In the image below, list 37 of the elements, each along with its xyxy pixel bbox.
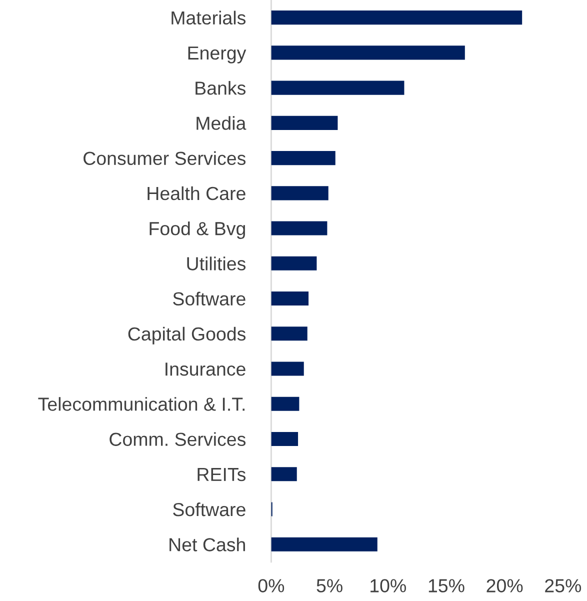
y-tick-label: Food & Bvg [150, 221, 245, 239]
bar [271, 10, 522, 25]
y-tick-label: Net Cash [170, 538, 245, 552]
y-tick-label: Banks [196, 81, 246, 95]
x-tick-label: 25% [545, 579, 582, 592]
bar [271, 362, 304, 376]
y-tick-label: Health Care [148, 186, 246, 200]
y-tick-label: Utilities [187, 256, 246, 270]
bar [271, 80, 404, 95]
y-tick-label: Consumer Services [84, 151, 246, 166]
bar [271, 537, 378, 552]
y-tick-label: REITs [198, 468, 246, 482]
bar [271, 292, 309, 306]
bar [271, 432, 298, 446]
y-tick-label: Capital Goods [128, 326, 246, 344]
y-tick-label: Materials [172, 10, 246, 25]
x-tick-label: 15% [428, 579, 464, 592]
bar [271, 151, 336, 166]
y-tick-label: Energy [188, 46, 246, 64]
bar [271, 326, 308, 341]
x-tick-label: 0% [258, 579, 284, 592]
y-tick-label: Insurance [166, 362, 246, 376]
bar [271, 46, 465, 60]
bar [271, 467, 297, 482]
bar [271, 221, 328, 236]
y-tick-label: Comm. Services [110, 432, 246, 446]
y-tick-label: Media [196, 116, 246, 130]
bar [271, 256, 317, 270]
x-tick-label: 10% [370, 579, 406, 592]
bar [271, 116, 338, 130]
bar [271, 186, 328, 200]
x-tick-label: 5% [316, 579, 342, 592]
y-tick-label: Software [173, 502, 246, 516]
y-tick-label: Software [173, 292, 246, 306]
y-tick-label: Telecommunication & I.T. [38, 397, 244, 411]
x-tick-label: 20% [486, 579, 523, 592]
bar [271, 396, 300, 411]
